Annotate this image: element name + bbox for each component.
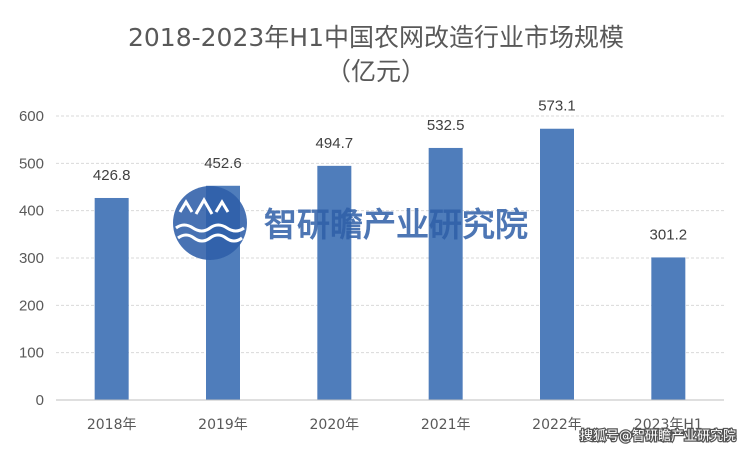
bars [94,128,686,400]
data-label: 494.7 [316,135,354,152]
bar [540,128,574,400]
x-tick-label: 2021年 [421,417,471,433]
source-label: 搜狐号@智研瞻产业研究院 [580,429,736,444]
y-tick-label: 0 [36,392,44,409]
y-tick-label: 500 [19,155,44,172]
watermark-logo-waves-icon [175,223,245,243]
watermark-logo-buildings-icon [178,196,230,215]
data-label: 452.6 [204,155,242,172]
gridlines [56,115,724,354]
data-labels: 426.8 452.6 494.7 532.5 573.1 301.2 [93,98,687,244]
x-tick-label: 2020年 [310,417,360,433]
chart-subtitle: （亿元） [326,57,426,86]
y-tick-label: 200 [19,297,44,314]
chart-title: 2018-2023年H1中国农网改造行业市场规模 [128,23,624,52]
y-axis: 0 100 200 300 400 500 600 [19,108,44,409]
x-tick-label: 2018年 [87,417,137,433]
bar [94,197,129,400]
bar [317,165,352,400]
watermark-text: 智研瞻产业研究院 [264,205,528,244]
y-tick-label: 400 [19,203,44,220]
bar [651,257,686,400]
data-label: 301.2 [650,226,688,243]
y-tick-label: 300 [19,250,44,267]
x-tick-label: 2023年H1 [634,417,703,433]
watermark-logo-icon [173,186,247,260]
y-tick-label: 100 [19,345,44,362]
x-tick-label: 2019年 [198,417,248,433]
data-label: 532.5 [427,117,465,134]
data-label: 573.1 [538,98,576,115]
y-tick-label: 600 [19,108,44,125]
data-label: 426.8 [93,167,131,184]
x-tick-label: 2022年 [532,417,582,433]
watermark: 智研瞻产业研究院 [173,186,528,260]
bar [428,147,463,400]
x-axis: 2018年 2019年 2020年 2021年 2022年 2023年H1 [56,399,724,433]
